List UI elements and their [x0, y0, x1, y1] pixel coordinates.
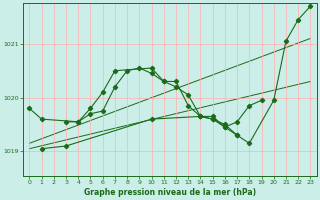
X-axis label: Graphe pression niveau de la mer (hPa): Graphe pression niveau de la mer (hPa)	[84, 188, 256, 197]
